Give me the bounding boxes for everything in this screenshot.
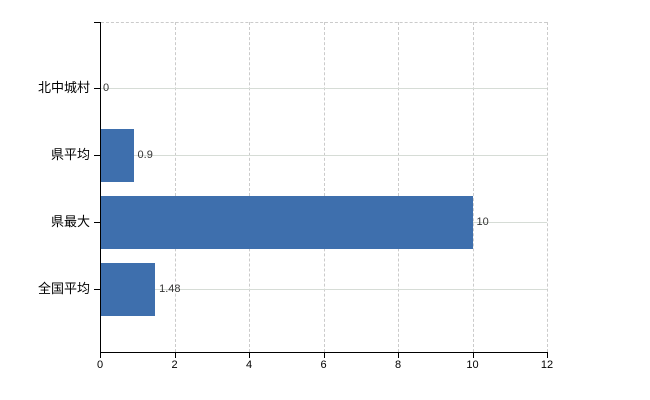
y-tick-mark (94, 222, 100, 223)
grid-line-vertical (249, 22, 250, 352)
y-tick-mark (94, 289, 100, 290)
category-label: 県平均 (50, 147, 90, 162)
x-tick-label: 10 (466, 359, 479, 371)
bar-value-label: 10 (476, 216, 489, 228)
grid-line-vertical (398, 22, 399, 352)
x-tick-mark (547, 353, 548, 358)
x-tick-label: 12 (540, 359, 554, 371)
x-tick-mark (174, 353, 176, 358)
y-tick-mark (94, 155, 100, 156)
grid-line-vertical (323, 22, 325, 352)
x-tick-mark (323, 353, 325, 358)
x-tick-mark (398, 353, 399, 358)
plot-right-border (547, 22, 548, 352)
x-tick-mark (249, 353, 250, 358)
x-tick-mark (100, 353, 101, 358)
x-tick-label: 8 (394, 359, 402, 371)
grid-line-horizontal (101, 155, 547, 156)
grid-line-horizontal (101, 88, 547, 89)
grid-line-vertical (174, 22, 176, 352)
y-axis-top-tick-mark (94, 22, 100, 23)
x-axis-line (100, 352, 548, 353)
x-tick-label: 0 (96, 359, 104, 371)
category-label: 北中城村 (37, 80, 90, 95)
bar (101, 128, 134, 182)
bar-value-label: 0.9 (137, 149, 153, 161)
category-label: 全国平均 (37, 281, 90, 296)
x-tick-mark (472, 353, 474, 358)
x-tick-label: 6 (320, 359, 327, 371)
x-tick-label: 4 (245, 359, 253, 371)
bar-value-label: 0 (103, 82, 110, 94)
x-tick-label: 2 (171, 359, 178, 371)
grid-line-vertical (472, 22, 474, 352)
category-label: 県最大 (50, 214, 90, 229)
bar (101, 195, 473, 249)
grid-line-horizontal (101, 289, 547, 290)
y-tick-mark (94, 88, 100, 89)
bar-value-label: 1.48 (159, 283, 181, 295)
bar (101, 262, 155, 316)
y-axis-line (100, 22, 101, 352)
plot-top-border (101, 22, 547, 23)
